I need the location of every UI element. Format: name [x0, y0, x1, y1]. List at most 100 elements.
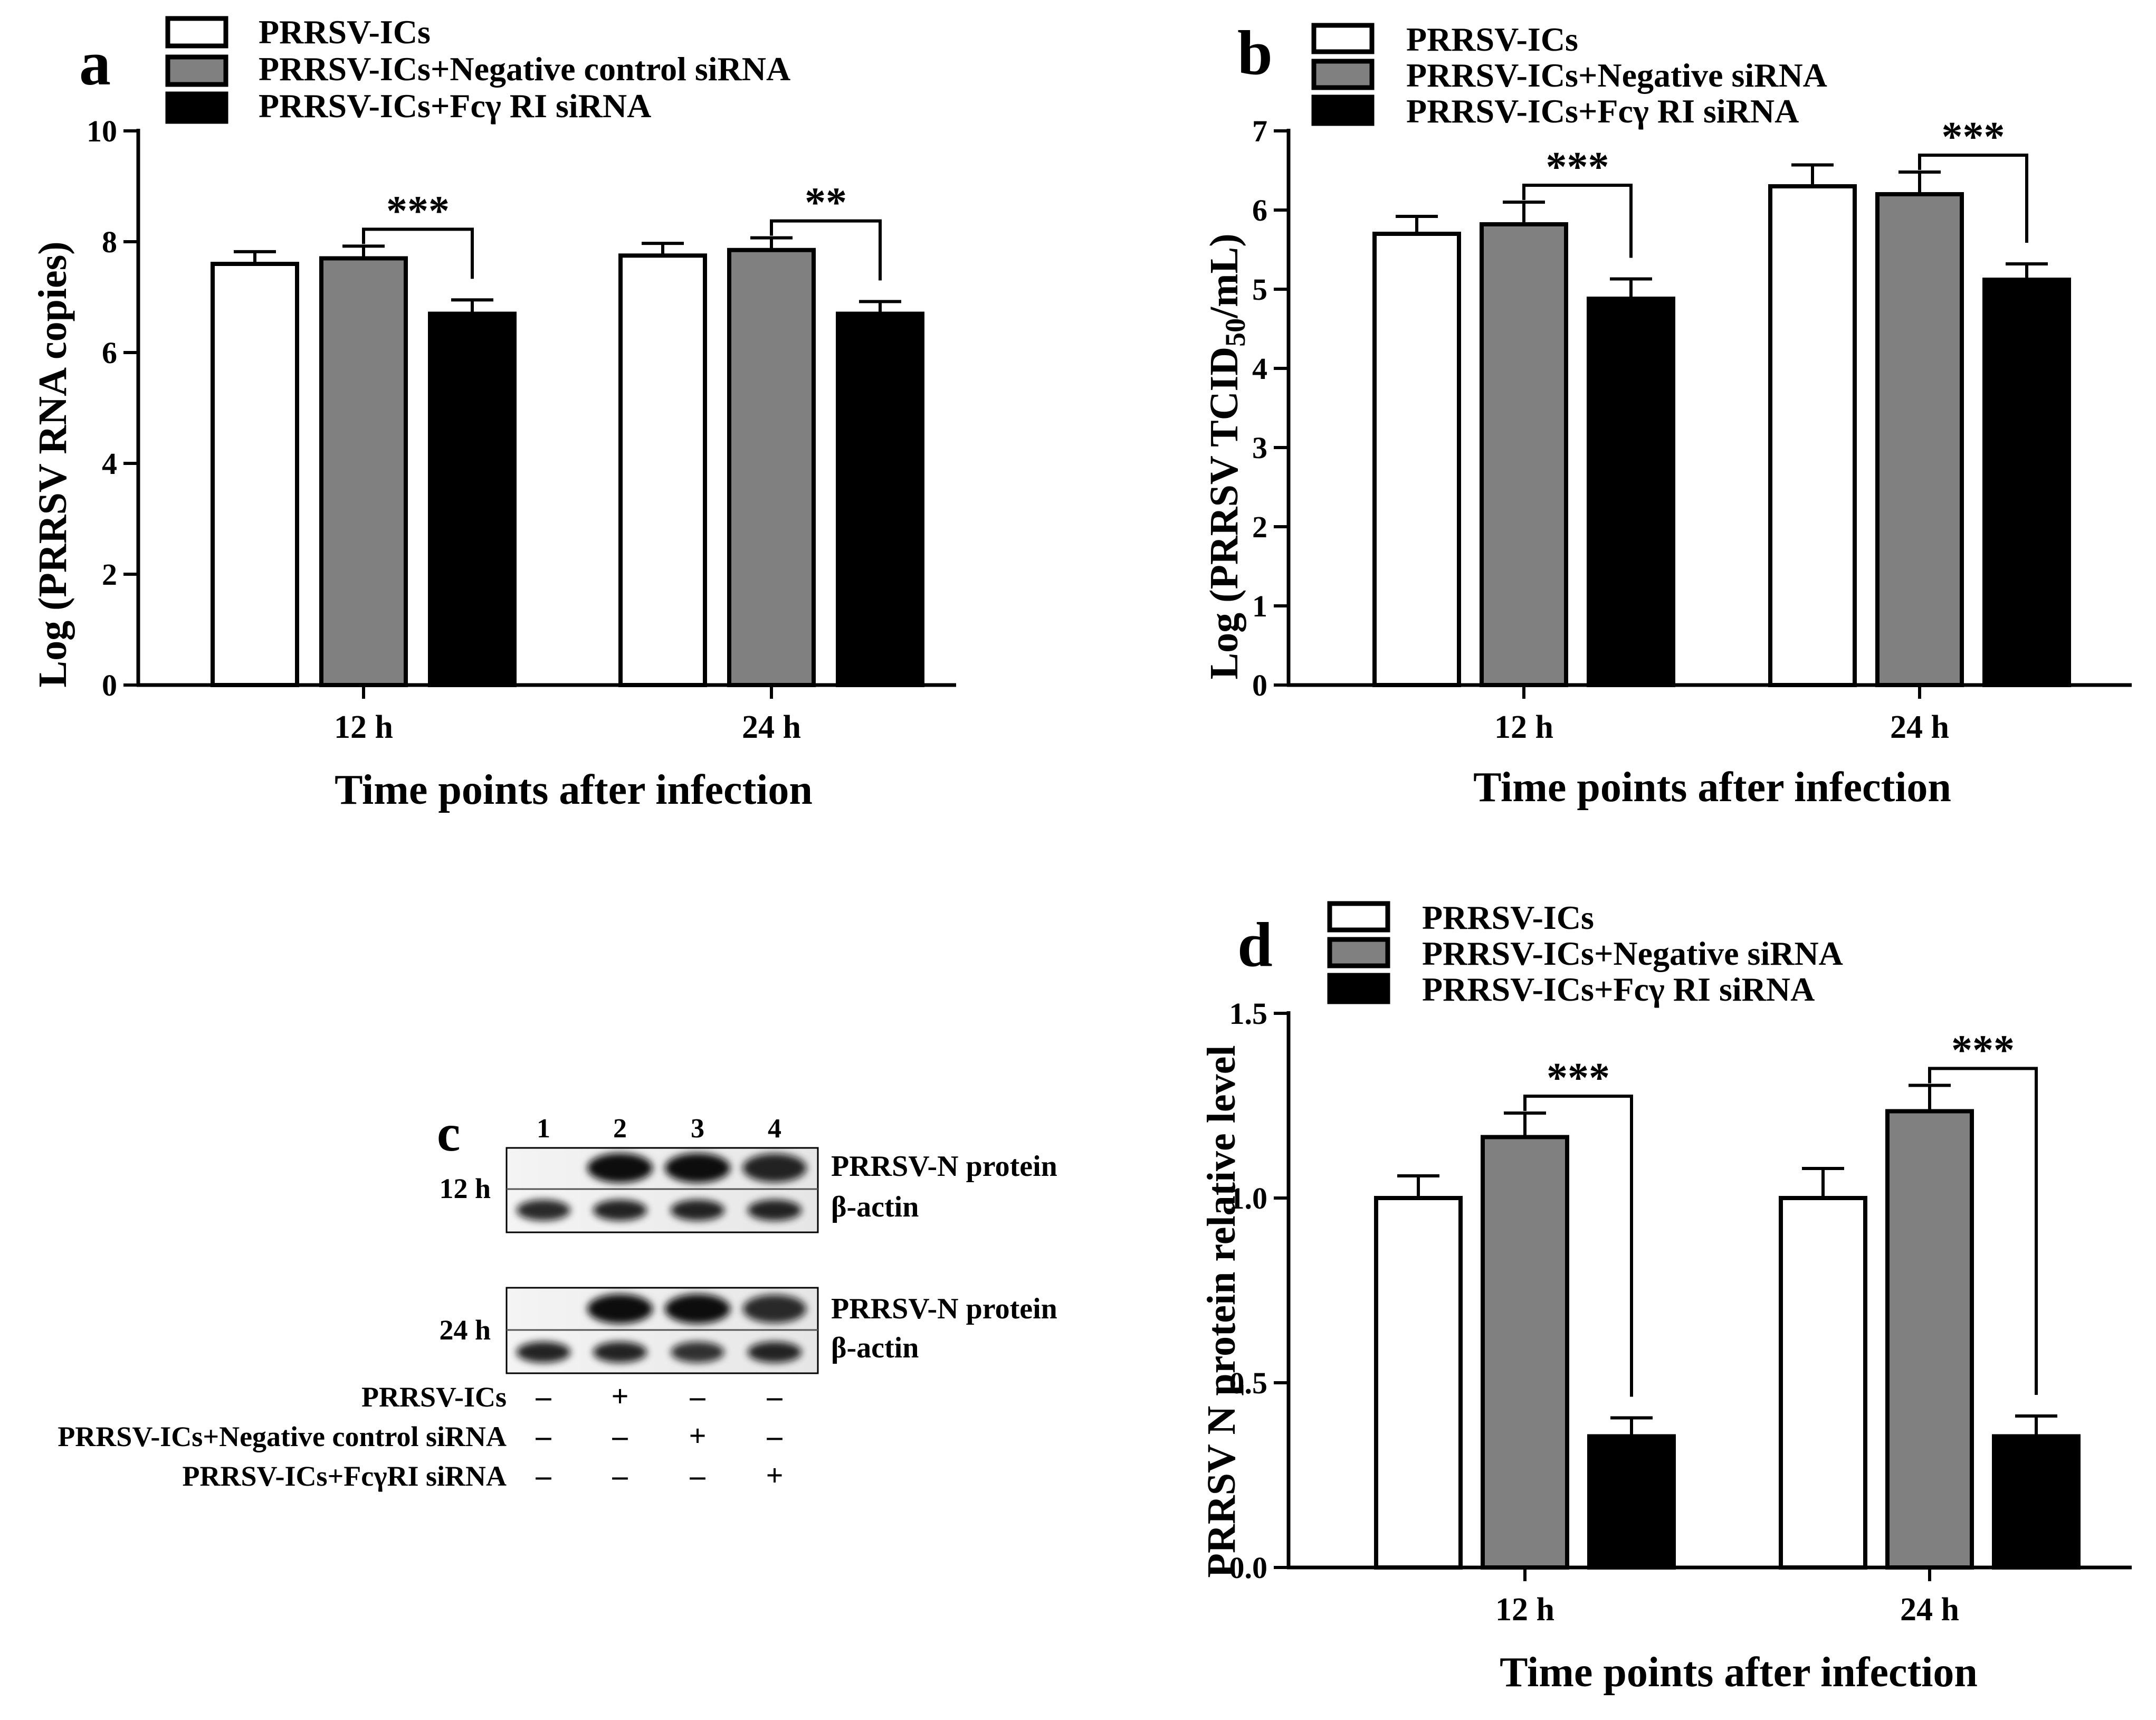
legend-swatch-white [1327, 901, 1390, 933]
significance-bracket [1522, 184, 1633, 258]
bar [1374, 1196, 1463, 1570]
bar [1875, 192, 1964, 687]
significance-bracket [362, 227, 474, 279]
blot-band [747, 1200, 802, 1221]
bar [428, 311, 517, 687]
y-tick-label: 6 [102, 336, 117, 370]
significance-label: *** [1546, 144, 1609, 191]
bar [1779, 1196, 1867, 1570]
blot-row-label: PRRSV-N protein [831, 1293, 1057, 1325]
bar [319, 256, 408, 687]
bar [1885, 1109, 1974, 1570]
y-tick-label: 0 [1252, 668, 1267, 702]
x-tick-label: 24 h [742, 709, 801, 745]
bar [1992, 1434, 2081, 1570]
treatment-label: PRRSV-ICs+Negative control siRNA [58, 1421, 507, 1452]
lane-number: 4 [768, 1114, 781, 1144]
legend-swatch-gray [1311, 59, 1375, 90]
y-tick-label: 3 [1252, 431, 1267, 465]
x-tick-label: 24 h [1900, 1592, 1959, 1628]
treatment-label: PRRSV-ICs [361, 1381, 507, 1413]
y-tick-label: 1 [1252, 589, 1267, 623]
blot-band [747, 1342, 802, 1363]
panel-d-legend: PRRSV-ICs PRRSV-ICs+Negative siRNA PRRSV… [1327, 899, 1843, 1008]
y-axis-label: Log (PRRSV TCID50/mL) [1202, 233, 1251, 679]
panel-c-letter: c [437, 1104, 460, 1162]
blot-row-label: PRRSV-N protein [831, 1150, 1057, 1183]
panel-b-legend: PRRSV-ICs PRRSV-ICs+Negative siRNA PRRSV… [1311, 21, 1827, 130]
bar [1587, 297, 1675, 687]
bar [1587, 1434, 1676, 1570]
treatment-sign: – [767, 1379, 783, 1413]
significance-label: *** [1951, 1028, 2015, 1074]
blot-band [517, 1200, 570, 1221]
bar [618, 253, 707, 687]
significance-bracket [1918, 154, 2028, 243]
y-tick-label: 0 [102, 668, 117, 702]
significance-bracket [1928, 1067, 2038, 1395]
legend-label: PRRSV-ICs [1406, 21, 1578, 58]
significance-label: ** [805, 180, 847, 226]
bar [836, 311, 924, 687]
y-tick-label: 8 [102, 225, 117, 259]
y-tick-label: 10 [87, 114, 117, 148]
treatment-sign: + [689, 1419, 706, 1453]
y-tick-label: 0.0 [1229, 1551, 1268, 1585]
blot-band [670, 1200, 725, 1221]
legend-label: PRRSV-ICs+Fcγ RI siRNA [1406, 92, 1799, 130]
y-tick-label: 5 [1252, 272, 1267, 307]
legend-label: PRRSV-ICs [1422, 899, 1594, 936]
blot-time-label: 24 h [439, 1314, 491, 1346]
lane-number: 2 [613, 1114, 627, 1144]
legend-swatch-gray [165, 54, 228, 87]
legend-swatch-black [165, 91, 228, 124]
treatment-sign: + [766, 1458, 783, 1493]
blot-band [587, 1153, 653, 1183]
bar [211, 262, 299, 687]
legend-swatch-white [1311, 23, 1375, 54]
y-tick-label: 4 [102, 446, 117, 481]
y-tick-label: 2 [102, 557, 117, 592]
significance-label: *** [1547, 1055, 1610, 1101]
panel-a: a PRRSV-ICs PRRSV-ICs+Negative control s… [31, 13, 956, 813]
y-tick-label: 7 [1252, 114, 1267, 148]
bar [1768, 184, 1857, 687]
y-tick-label: 1.5 [1229, 996, 1268, 1031]
y-axis-label: Log (PRRSV RNA copies) [31, 241, 75, 687]
treatment-sign: – [690, 1458, 706, 1493]
panel-b-letter: b [1237, 17, 1273, 88]
significance-label: *** [1942, 114, 2005, 160]
legend-swatch-black [1311, 94, 1375, 126]
legend-swatch-white [165, 16, 228, 49]
blot-bands-24h [516, 1294, 807, 1363]
bar [1480, 222, 1568, 687]
lane-number: 3 [691, 1114, 704, 1144]
blot-band [742, 1295, 807, 1323]
bar [1481, 1135, 1569, 1570]
treatment-sign: – [536, 1458, 552, 1493]
y-tick-label: 6 [1252, 193, 1267, 227]
treatment-sign: – [612, 1419, 628, 1453]
x-tick-label: 12 h [1495, 1592, 1554, 1628]
blot-band [742, 1153, 807, 1183]
panel-b: b PRRSV-ICs PRRSV-ICs+Negative siRNA PRR… [1202, 17, 2132, 811]
bar [727, 248, 816, 687]
legend-swatch-gray [1327, 937, 1390, 968]
treatment-sign: – [690, 1379, 706, 1413]
blot-row-label: β-actin [831, 1332, 919, 1364]
legend-label: PRRSV-ICs+Fcγ RI siRNA [1422, 971, 1815, 1008]
legend-label: PRRSV-ICs+Negative control siRNA [259, 50, 790, 88]
blot-band [587, 1294, 653, 1324]
significance-bracket [1523, 1095, 1633, 1397]
blot-time-label: 12 h [439, 1173, 491, 1204]
y-tick-label: 4 [1252, 351, 1267, 386]
treatment-signs: – + – – – – + – – – – + [536, 1379, 784, 1493]
x-tick-label: 12 h [1494, 709, 1553, 745]
blot-band [665, 1294, 730, 1324]
blot-row-label: β-actin [831, 1191, 919, 1223]
bar [1982, 278, 2071, 687]
legend-label: PRRSV-ICs+Negative siRNA [1406, 56, 1827, 94]
treatment-sign: – [536, 1379, 552, 1413]
